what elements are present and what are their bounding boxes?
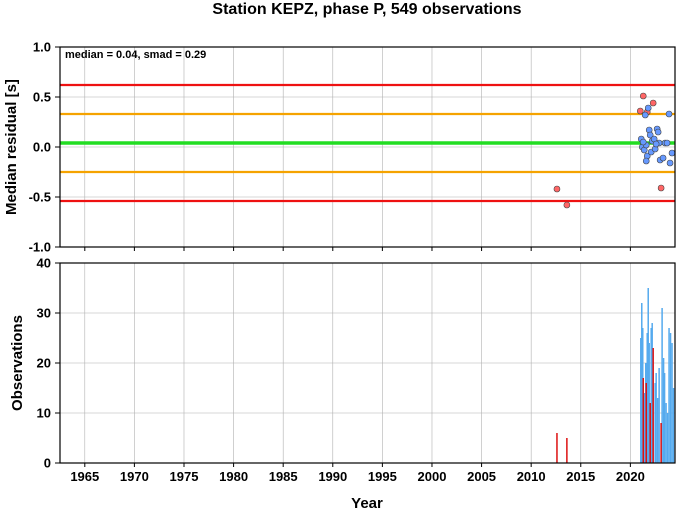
residual-point <box>646 131 654 139</box>
observations-bars <box>556 288 675 463</box>
observation-bar <box>650 328 652 463</box>
x-tick-label: 2005 <box>467 469 496 484</box>
residual-point <box>663 139 671 147</box>
residual-point <box>563 201 571 209</box>
observation-bar <box>672 388 675 463</box>
x-tick-label: 2015 <box>566 469 595 484</box>
observation-bar <box>649 403 651 463</box>
observation-bar <box>556 433 558 463</box>
residual-point <box>665 110 673 118</box>
x-tick-label: 2010 <box>517 469 546 484</box>
chart-title: Station KEPZ, phase P, 549 observations <box>212 1 521 18</box>
residual-point <box>639 92 647 100</box>
residual-y-ticks: 1.0 0.5 0.0 -0.5 -1.0 <box>29 40 60 255</box>
x-tick-label: 1975 <box>170 469 199 484</box>
residual-panel: 1.0 0.5 0.0 -0.5 -1.0 median = 0.04, smad = … <box>3 40 676 255</box>
observation-bar <box>669 333 672 463</box>
residual-point <box>657 184 665 192</box>
observation-bar <box>646 333 648 463</box>
residual-point <box>668 149 676 157</box>
observations-y-tick-label: 0 <box>44 456 51 471</box>
observation-bar <box>651 323 653 463</box>
observation-bar <box>665 403 667 463</box>
x-tick-label: 1985 <box>269 469 298 484</box>
x-tick-label: 1965 <box>70 469 99 484</box>
residual-point <box>642 157 650 165</box>
residual-point <box>644 104 652 112</box>
x-tick-label: 1970 <box>120 469 149 484</box>
observation-bar <box>668 328 670 463</box>
residual-reference-lines <box>60 83 675 203</box>
x-tick-label: 1990 <box>318 469 347 484</box>
observation-bar <box>656 398 659 463</box>
observations-y-tick-label: 20 <box>37 356 51 371</box>
residual-point <box>666 159 674 167</box>
observations-y-ticks: 40 30 20 10 0 <box>37 256 60 471</box>
observation-bar <box>663 373 666 463</box>
observations-y-tick-label: 40 <box>37 256 51 271</box>
residual-point <box>636 107 644 115</box>
observation-bar <box>654 383 656 463</box>
observations-y-tick-label: 30 <box>37 306 51 321</box>
residual-stats-annotation: median = 0.04, smad = 0.29 <box>65 49 206 61</box>
residual-y-tick-label: 1.0 <box>33 40 51 55</box>
residual-point <box>659 154 667 162</box>
residual-point <box>641 111 649 119</box>
residual-point <box>553 185 561 193</box>
observations-y-axis-label: Observations <box>9 315 26 411</box>
x-tick-label: 2000 <box>418 469 447 484</box>
observation-bar <box>641 303 643 463</box>
observation-bar <box>660 423 662 463</box>
residual-y-tick-label: 0.5 <box>33 90 51 105</box>
x-tick-label: 1995 <box>368 469 397 484</box>
residual-point <box>649 99 657 107</box>
observation-bar <box>655 373 657 463</box>
observation-bar <box>642 378 645 463</box>
residual-y-tick-label: 0.0 <box>33 140 51 155</box>
residual-y-tick-label: -1.0 <box>29 240 51 255</box>
residual-grid <box>60 46 675 248</box>
observation-bar <box>645 383 647 463</box>
residual-y-axis-label: Median residual [s] <box>3 79 20 215</box>
observation-bar <box>640 338 642 463</box>
residual-points <box>553 92 676 209</box>
observation-bar <box>648 343 650 463</box>
observation-bar <box>566 438 568 463</box>
x-tick-label: 1980 <box>219 469 248 484</box>
observation-bar <box>662 358 665 463</box>
observation-bar <box>661 308 663 463</box>
observations-y-tick-label: 10 <box>37 406 51 421</box>
x-tick-label: 2020 <box>616 469 645 484</box>
observation-bar <box>647 288 649 463</box>
observation-bar <box>666 413 669 463</box>
residual-point <box>654 128 662 136</box>
observation-bar <box>643 393 646 463</box>
x-axis-label: Year <box>351 495 383 511</box>
observations-x-ticks: 1965 1970 1975 1980 1985 1990 1995 2000 2005 2010… <box>70 247 645 484</box>
residual-y-tick-label: -0.5 <box>29 190 51 205</box>
residual-point <box>652 140 660 148</box>
observation-bar <box>658 368 660 463</box>
observation-bar <box>652 348 654 463</box>
residual-point <box>639 138 647 146</box>
observation-bar <box>671 343 673 463</box>
